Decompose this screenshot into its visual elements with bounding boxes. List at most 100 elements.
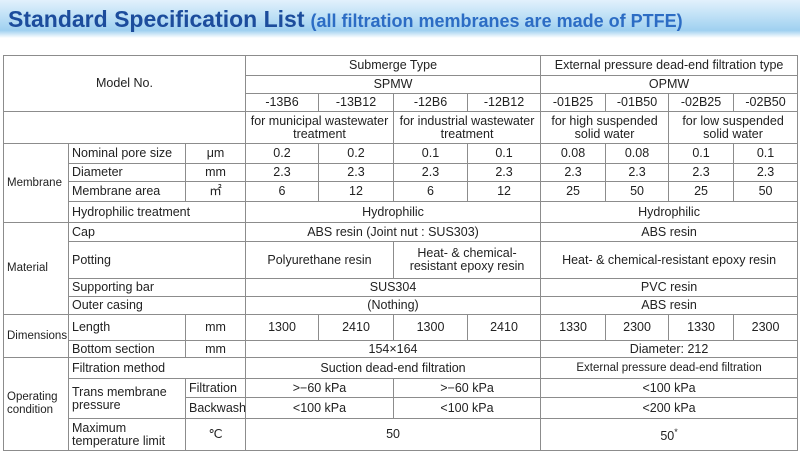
table-cell: 50* — [540, 418, 799, 451]
table-cell: 0.1 — [466, 143, 542, 164]
title-band: Standard Specification List (all filtrati… — [0, 0, 800, 38]
table-cell: OPMW — [540, 75, 799, 94]
table-cell: >−60 kPa — [392, 378, 542, 398]
table-cell: <100 kPa — [245, 397, 394, 419]
table-cell: 2.3 — [393, 163, 468, 182]
table-cell: Membrane — [3, 143, 69, 223]
table-cell: 0.2 — [245, 143, 319, 164]
spec-table: Model No. Submerge Type External pressure … — [3, 55, 799, 451]
table-row: Outer casing (Nothing) ABS resin — [4, 296, 799, 315]
table-cell: -02B25 — [668, 93, 735, 112]
subtitle: (all filtration membranes are made of PT… — [310, 11, 683, 31]
table-cell: 0.1 — [733, 143, 799, 164]
table-cell: 2.3 — [668, 163, 735, 182]
table-cell: PVC resin — [540, 278, 799, 297]
table-cell: 50 — [244, 418, 542, 451]
table-cell: Diameter: 212 — [540, 340, 799, 358]
table-cell: for industrial wastewater treatment — [392, 111, 542, 144]
table-cell: mm — [185, 314, 246, 341]
table-cell: 25 — [668, 181, 735, 202]
table-cell: <100 kPa — [392, 397, 542, 419]
table-row: Bottom section mm 154×164 Diameter: 212 — [4, 340, 799, 358]
table-cell: 1300 — [393, 314, 468, 341]
table-row: Model No. Submerge Type External pressure … — [3, 55, 799, 112]
table-cell: -12B12 — [466, 93, 542, 112]
table-cell: Dimensions — [3, 314, 69, 358]
table-cell: Hydrophilic treatment — [68, 201, 246, 223]
table-cell: 50 — [733, 181, 799, 202]
table-cell: 2.3 — [466, 163, 542, 182]
table-cell: Supporting bar — [68, 278, 246, 297]
table-cell: 2.3 — [733, 163, 799, 182]
table-cell: SUS304 — [244, 278, 542, 297]
table-row: Diameter mm 2.3 2.3 2.3 2.3 2.3 2.3 2.3 2.3 — [4, 163, 799, 182]
table-cell: -02B50 — [733, 93, 799, 112]
table-cell: 0.1 — [668, 143, 735, 164]
table-cell: Submerge Type — [244, 55, 542, 76]
table-cell: 2300 — [605, 314, 670, 341]
table-cell: 6 — [245, 181, 319, 202]
table-cell: 6 — [393, 181, 468, 202]
table-cell: Diameter — [68, 163, 186, 182]
table-cell: Length — [68, 314, 186, 341]
title: Standard Specification List (all filtrati… — [8, 6, 683, 33]
cell-text: 50 — [660, 429, 675, 444]
table-cell: 2410 — [466, 314, 542, 341]
table-row: Dimensions Length mm 1300 2410 1300 2410 1330 23… — [3, 314, 799, 358]
table-cell: 1330 — [540, 314, 607, 341]
table-cell: <200 kPa — [540, 397, 799, 419]
table-row: -13B6 -13B12 -12B6 -12B12 -01B25 -01B50 -02B25… — [4, 93, 799, 112]
table-cell: <100 kPa — [540, 378, 799, 398]
table-cell: ABS resin (Joint nut : SUS303) — [244, 222, 542, 242]
table-cell: Backwash — [185, 397, 246, 419]
table-cell: 0.08 — [605, 143, 670, 164]
table-cell: Potting — [68, 241, 246, 279]
table-cell: ㎡ — [185, 181, 246, 202]
table-cell: Cap — [68, 222, 246, 242]
table-cell: 2.3 — [318, 163, 394, 182]
table-cell: 2300 — [733, 314, 799, 341]
table-cell: 2410 — [318, 314, 394, 341]
table-cell: 12 — [318, 181, 394, 202]
table-cell: 25 — [540, 181, 607, 202]
table-cell: Heat- & chemical-resistant epoxy resin — [392, 241, 542, 279]
table-cell: Polyurethane resin — [245, 241, 394, 279]
table-cell: Heat- & chemical-resistant epoxy resin — [540, 241, 799, 279]
table-row: Membrane area ㎡ 6 12 6 12 25 50 25 50 — [4, 181, 799, 202]
title-text: Standard Specification List — [8, 6, 305, 32]
table-cell: External pressure dead-end filtration — [540, 357, 799, 379]
table-cell: 50 — [605, 181, 670, 202]
table-cell: Membrane area — [68, 181, 186, 202]
table-cell: Hydrophilic — [244, 201, 542, 223]
table-row: Hydrophilic treatment Hydrophilic Hydrophi… — [4, 201, 799, 223]
table-cell: SPMW — [244, 75, 542, 94]
table-cell: 12 — [466, 181, 542, 202]
table-row: Operating condition Filtration method Suct… — [3, 357, 799, 451]
table-cell: 2.3 — [245, 163, 319, 182]
table-row: Material Cap ABS resin (Joint nut : SUS303… — [3, 222, 799, 315]
table-cell: Hydrophilic — [540, 201, 799, 223]
table-cell: 2.3 — [540, 163, 607, 182]
table-cell: Suction dead-end filtration — [244, 357, 542, 379]
table-cell: μm — [185, 143, 246, 164]
table-cell: for municipal wastewater treatment — [245, 111, 394, 144]
table-cell: ℃ — [185, 418, 246, 451]
table-row: Supporting bar SUS304 PVC resin — [4, 278, 799, 297]
table-cell: ABS resin — [540, 222, 799, 242]
table-cell: -13B6 — [245, 93, 319, 112]
table-cell: 0.2 — [318, 143, 394, 164]
table-cell: Operating condition — [3, 357, 69, 451]
table-cell: (Nothing) — [244, 296, 542, 315]
table-cell: mm — [185, 163, 246, 182]
table-cell: 1300 — [245, 314, 319, 341]
table-cell: Nominal pore size — [68, 143, 186, 164]
table-cell: 2.3 — [605, 163, 670, 182]
table-cell: External pressure dead-end filtration ty… — [540, 55, 799, 76]
table-cell: 0.1 — [393, 143, 468, 164]
table-cell: for high suspended solid water — [540, 111, 670, 144]
table-cell: 1330 — [668, 314, 735, 341]
table-row: Backwash <100 kPa <100 kPa <200 kPa — [4, 397, 799, 419]
table-cell: -13B12 — [318, 93, 394, 112]
table-cell: -01B25 — [540, 93, 607, 112]
